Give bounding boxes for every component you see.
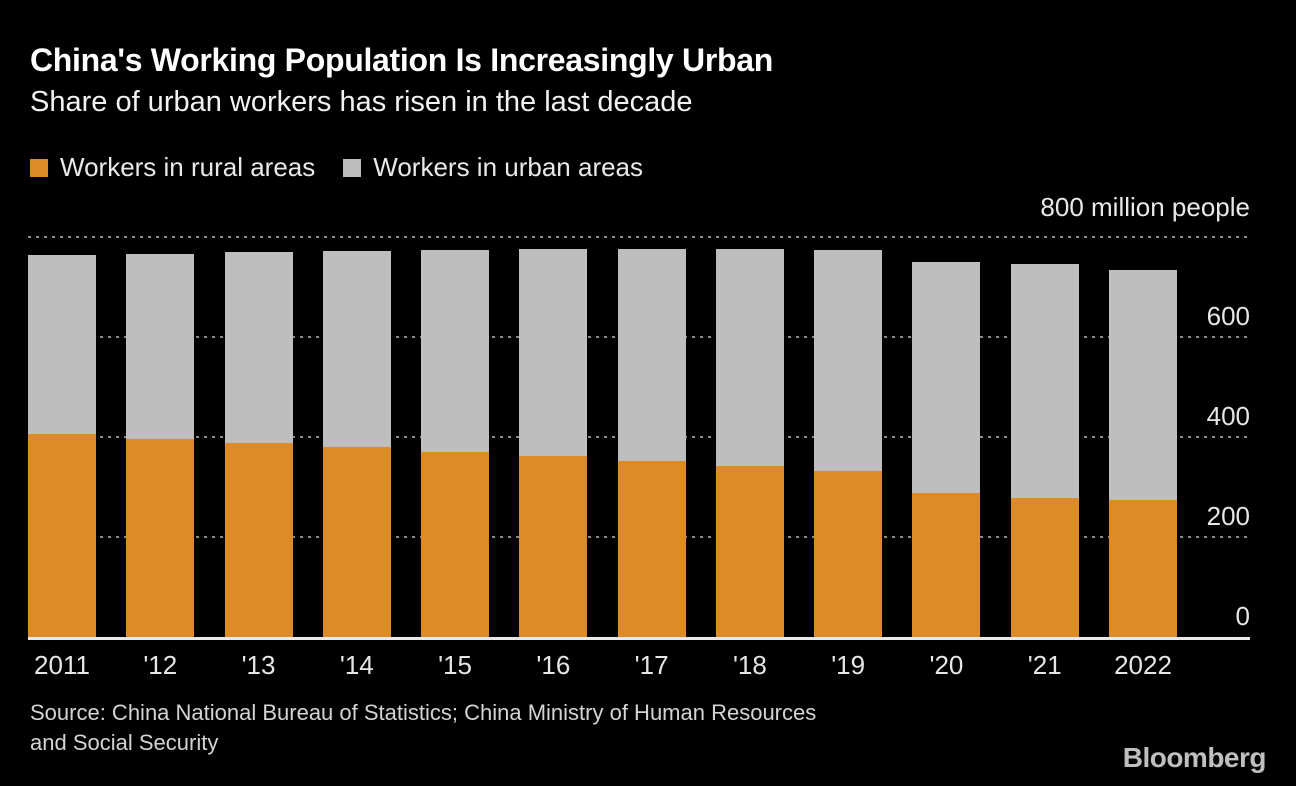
y-tick-label-0: 0 [1235,601,1250,631]
x-tick-label-16: '16 [536,650,571,680]
rural-segment-19 [814,470,883,637]
legend-label-urban: Workers in urban areas [373,152,644,182]
urban-segment-19 [814,249,883,471]
urban-segment-16 [519,248,588,457]
source-line-1: Source: China National Bureau of Statist… [30,700,817,725]
y-tick-label-400: 400 [1206,401,1250,431]
x-axis-labels: 2011 '12 '13 '14 '15 '16 '17 '18 '19 '20 '21 2022 [28,650,1250,682]
urban-segment-21 [1010,263,1079,499]
bar-2011 [28,254,96,637]
bar-13 [224,252,293,637]
y-tick-label-200: 200 [1206,501,1250,531]
bar-20 [912,261,981,637]
bar-16 [519,248,588,637]
plot-area: 600 400 200 0 2011 '12 '13 '14 '15 '16 '17 '18 '19 '2… [28,236,1250,680]
urban-segment-15 [421,249,490,452]
rural-segment-13 [224,443,293,637]
source-note: Source: China National Bureau of Statist… [30,698,816,758]
rural-segment-17 [617,461,686,637]
urban-segment-17 [617,248,686,462]
bloomberg-logo: Bloomberg [1122,742,1267,773]
x-tick-label-18: '18 [732,650,767,680]
urban-legend-swatch-icon [343,158,362,177]
bar-12 [126,253,195,637]
y-axis-unit-label: 800 million people [1040,192,1250,222]
bar-18 [715,249,784,637]
rural-segment-2011 [28,434,96,637]
rural-segment-21 [1010,498,1079,637]
urban-segment-18 [715,249,784,467]
bar-14 [322,250,391,637]
bar-19 [814,249,883,637]
legend-label-rural: Workers in rural areas [60,152,316,182]
legend-item-urban: Workers in urban areas [343,152,643,183]
rural-segment-18 [715,466,784,637]
x-tick-label-19: '19 [831,650,866,680]
x-tick-label-21: '21 [1027,650,1062,680]
x-tick-label-13: '13 [241,650,276,680]
urban-segment-20 [912,261,981,494]
urban-segment-13 [224,252,293,444]
gridline-800 [28,236,1250,238]
rural-segment-2022 [1109,499,1177,637]
urban-segment-14 [322,250,391,448]
y-tick-label-600: 600 [1206,301,1250,331]
rural-segment-15 [421,451,490,637]
rural-segment-12 [126,439,195,637]
x-axis-baseline [28,637,1250,640]
x-tick-label-12: '12 [143,650,178,680]
bar-2022 [1109,270,1177,637]
urban-segment-2022 [1109,270,1177,500]
urban-segment-12 [126,253,195,439]
bar-17 [617,248,686,637]
x-tick-label-17: '17 [634,650,669,680]
source-line-2: and Social Security [30,730,219,755]
bar-15 [421,249,490,637]
rural-legend-swatch-icon [30,158,48,177]
bar-21 [1010,263,1079,637]
x-tick-label-2022: 2022 [1114,650,1172,680]
rural-segment-14 [322,447,391,637]
legend: Workers in rural areas Workers in urban … [30,152,643,183]
chart-title: China's Working Population Is Increasing… [30,42,773,78]
x-tick-label-15: '15 [438,650,473,680]
rural-segment-20 [912,493,981,637]
x-tick-label-20: '20 [929,650,964,680]
legend-item-rural: Workers in rural areas [30,152,315,183]
chart-subtitle: Share of urban workers has risen in the … [30,86,693,118]
x-tick-label-14: '14 [339,650,374,680]
urban-segment-2011 [28,254,96,435]
rural-segment-16 [519,456,588,637]
x-tick-label-2011: 2011 [34,650,90,680]
